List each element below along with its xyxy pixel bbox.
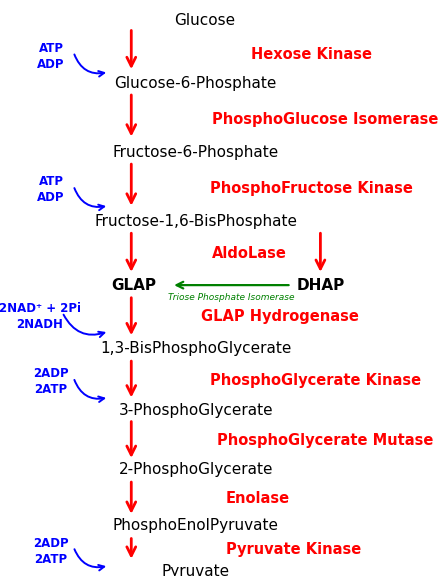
Text: PhosphoGlucose Isomerase: PhosphoGlucose Isomerase [212,112,438,127]
Text: AldoLase: AldoLase [212,246,287,261]
Text: Pyruvate Kinase: Pyruvate Kinase [226,542,361,557]
Text: 2ADP: 2ADP [33,536,69,550]
Text: Glucose: Glucose [174,13,235,28]
Text: GLAP: GLAP [111,278,156,293]
Text: GLAP Hydrogenase: GLAP Hydrogenase [202,309,359,324]
Text: Fructose-1,6-BisPhosphate: Fructose-1,6-BisPhosphate [94,214,297,229]
Text: 2-PhosphoGlycerate: 2-PhosphoGlycerate [118,462,273,477]
Text: 3-PhosphoGlycerate: 3-PhosphoGlycerate [118,403,273,418]
Text: Enolase: Enolase [226,491,290,506]
Text: PhosphoGlycerate Mutase: PhosphoGlycerate Mutase [217,433,433,448]
Text: Triose Phosphate Isomerase: Triose Phosphate Isomerase [168,293,295,302]
Text: 2NAD⁺ + 2Pi: 2NAD⁺ + 2Pi [0,302,81,315]
Text: ADP: ADP [37,58,65,71]
Text: ADP: ADP [37,191,65,204]
Text: 2ADP: 2ADP [33,367,69,380]
Text: 2ATP: 2ATP [35,552,68,566]
Text: 1,3-BisPhosphoGlycerate: 1,3-BisPhosphoGlycerate [100,341,291,356]
Text: Fructose-6-Phosphate: Fructose-6-Phosphate [113,145,279,160]
Text: ATP: ATP [39,41,64,55]
Text: 2NADH: 2NADH [16,318,64,331]
Text: PhosphoGlycerate Kinase: PhosphoGlycerate Kinase [210,373,421,388]
Text: PhosphoEnolPyruvate: PhosphoEnolPyruvate [113,518,279,533]
Text: 2ATP: 2ATP [35,383,68,396]
Text: ATP: ATP [39,175,64,188]
Text: Pyruvate: Pyruvate [162,564,230,576]
Text: DHAP: DHAP [296,278,344,293]
Text: Hexose Kinase: Hexose Kinase [251,47,372,62]
Text: Glucose-6-Phosphate: Glucose-6-Phosphate [115,76,277,91]
Text: PhosphoFructose Kinase: PhosphoFructose Kinase [210,181,413,196]
